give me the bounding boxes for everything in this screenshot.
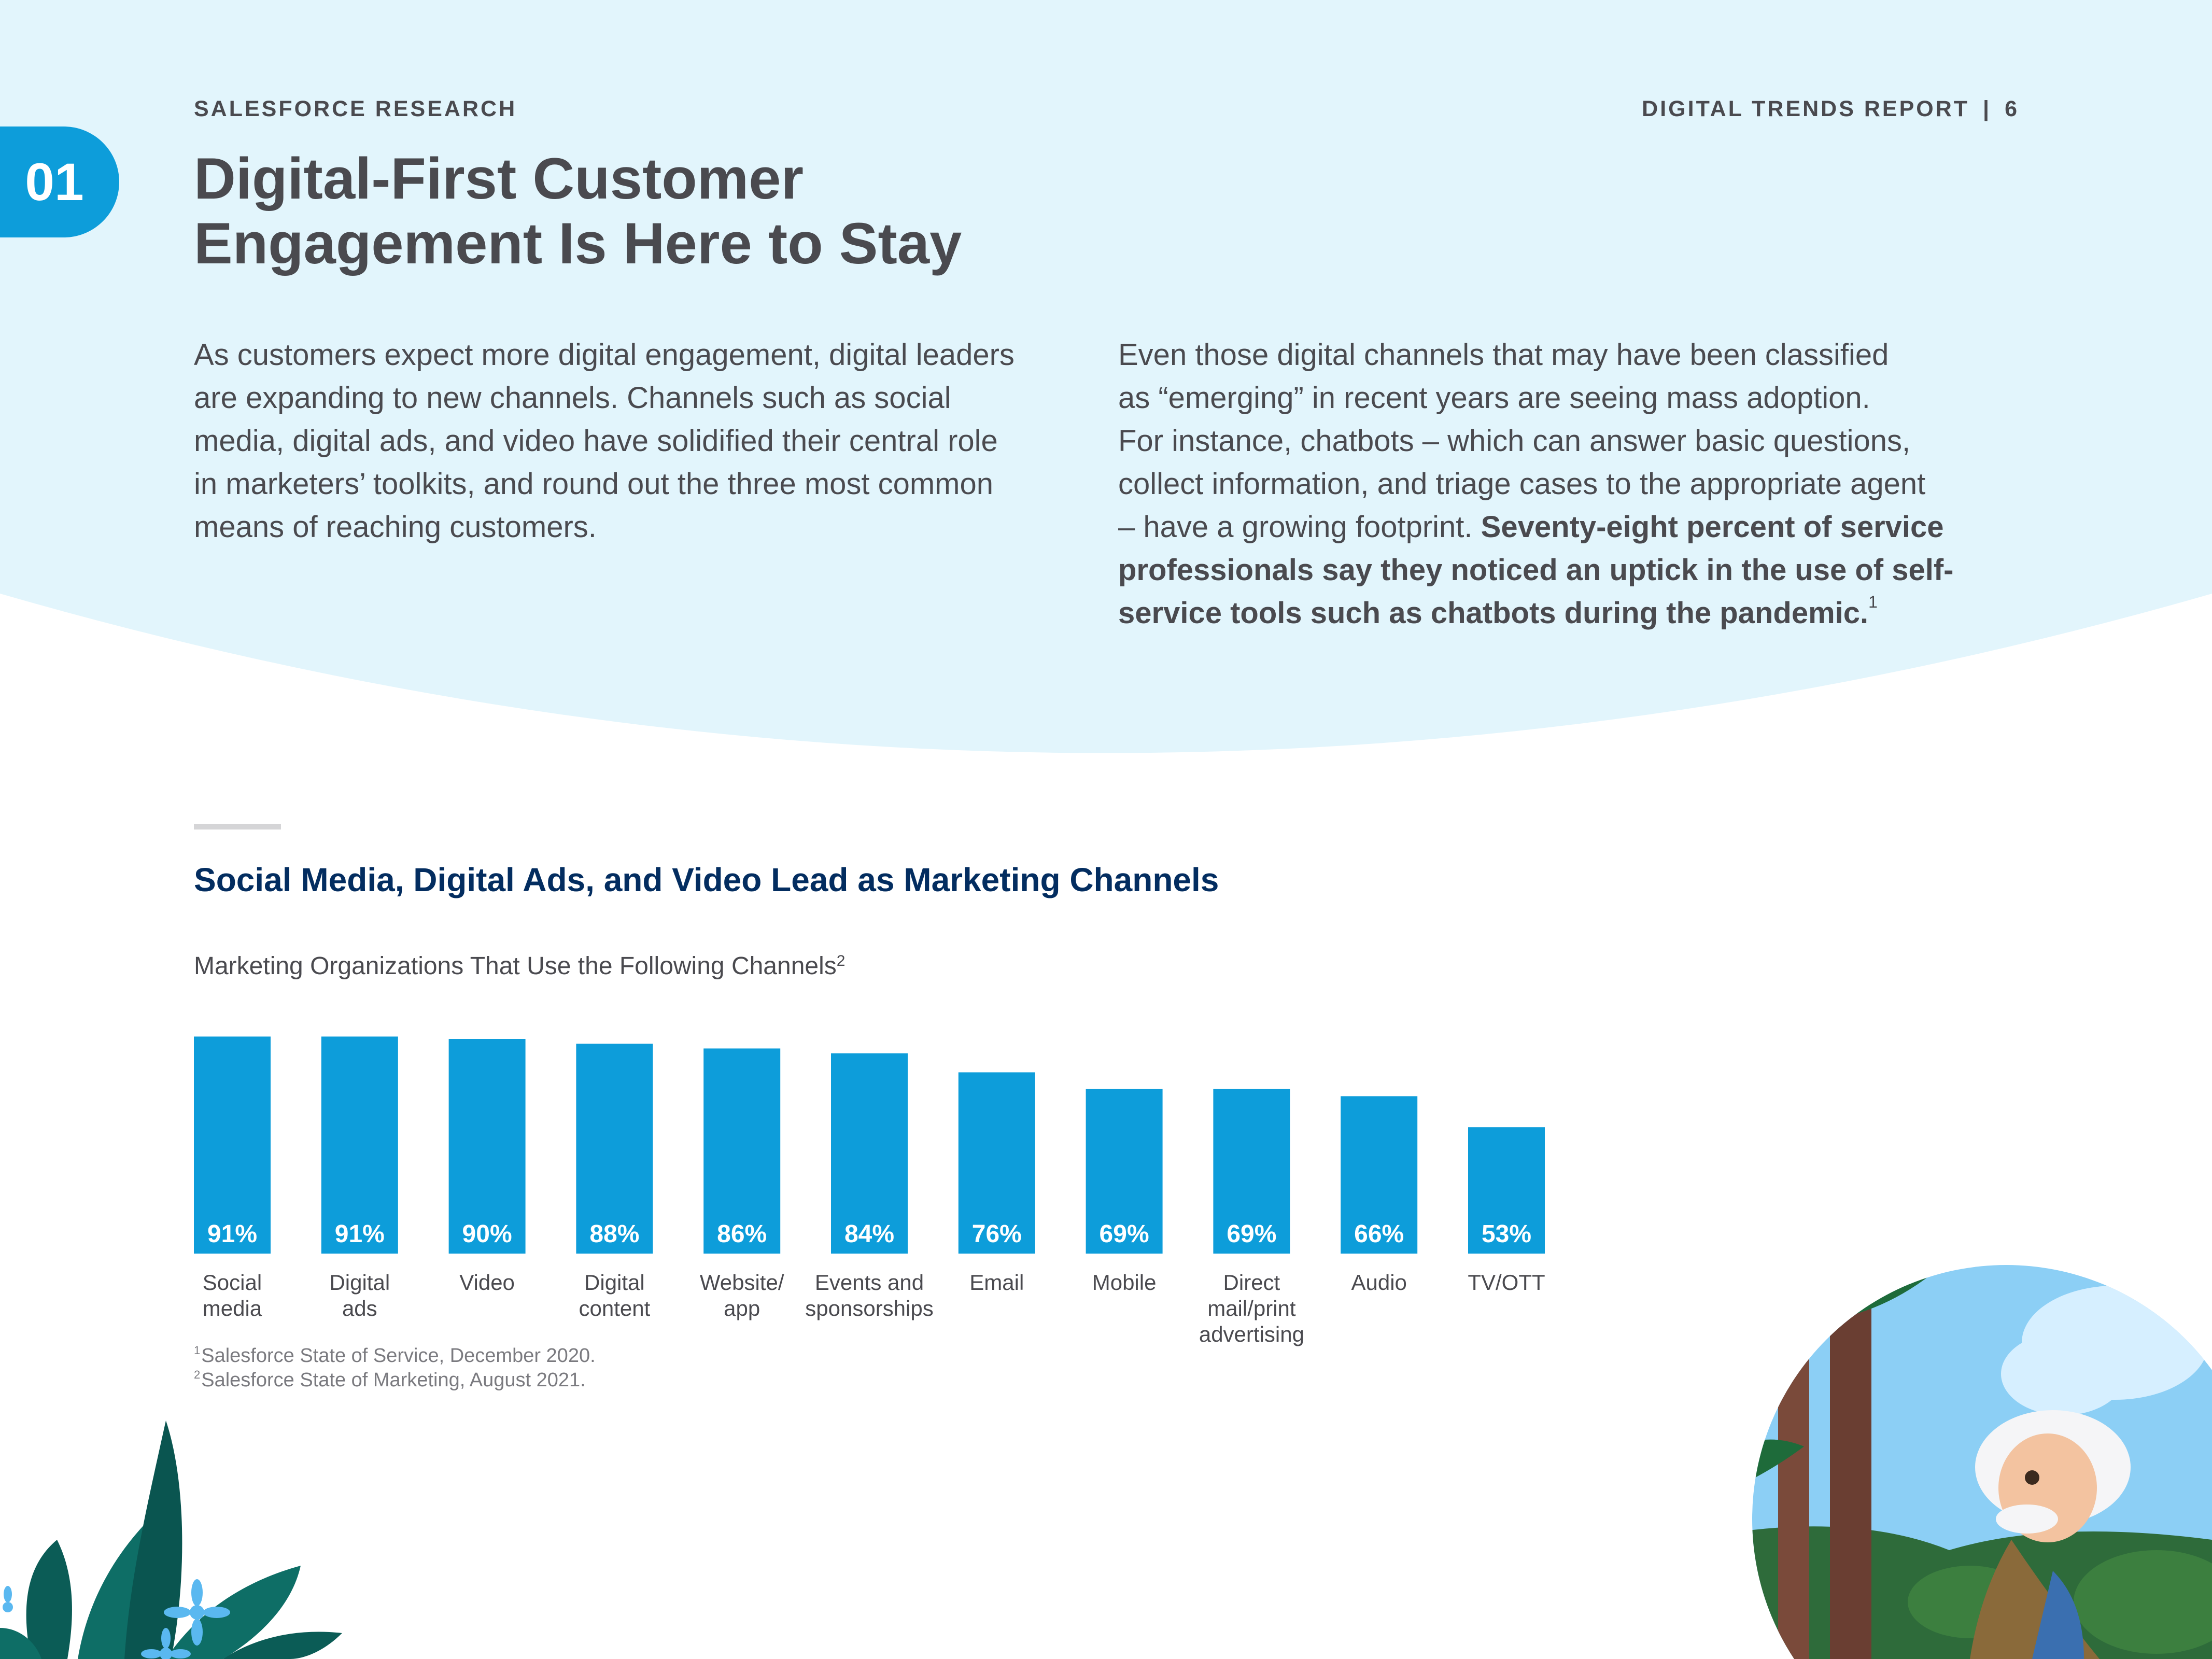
category-label: sponsorships — [805, 1296, 933, 1320]
footnote-number: 2 — [194, 1368, 201, 1381]
chart-bar — [1213, 1089, 1290, 1254]
bar-value-label: 69% — [1100, 1220, 1149, 1248]
einstein-mascot-illustration — [1752, 1265, 2212, 1659]
chart-title: Social Media, Digital Ads, and Video Lea… — [194, 861, 1219, 898]
category-label: Social — [203, 1270, 262, 1295]
footnote: 1Salesforce State of Service, December 2… — [194, 1344, 596, 1368]
footnote-number: 1 — [194, 1344, 201, 1357]
body-left-line: means of reaching customers. — [194, 510, 597, 544]
category-label: ads — [342, 1296, 377, 1320]
category-label: Mobile — [1092, 1270, 1157, 1295]
page-number: 6 — [2005, 96, 2019, 121]
body-paragraph-right: Even those digital channels that may hav… — [1118, 333, 2020, 635]
category-label: media — [203, 1296, 262, 1320]
category-label: mail/print — [1207, 1296, 1296, 1320]
body-left-line: in marketers’ toolkits, and round out th… — [194, 467, 994, 501]
footnote-text: Salesforce State of Service, December 20… — [201, 1345, 596, 1367]
chart-bar — [831, 1053, 908, 1254]
publisher-label: SALESFORCE RESEARCH — [194, 96, 517, 121]
category-label: Digital — [329, 1270, 390, 1295]
body-right-line: professionals say they noticed an uptick… — [1118, 549, 2020, 592]
bar-value-label: 90% — [462, 1220, 512, 1248]
body-paragraph-left: As customers expect more digital engagem… — [194, 333, 1075, 549]
page-title: Digital-First Customer Engagement Is Her… — [194, 146, 1179, 276]
header-separator: | — [1983, 96, 1992, 121]
chart-bar — [448, 1039, 526, 1254]
page-title-line-2: Engagement Is Here to Stay — [194, 211, 962, 276]
bar-value-label: 86% — [717, 1220, 767, 1248]
category-label: Video — [459, 1270, 515, 1295]
footnotes: 1Salesforce State of Service, December 2… — [194, 1344, 596, 1393]
tropical-plant-illustration — [0, 1421, 342, 1659]
chart-subtitle: Marketing Organizations That Use the Fol… — [194, 952, 845, 980]
section-divider — [194, 824, 281, 830]
category-label: Website/ — [700, 1270, 784, 1295]
chart-bar — [1086, 1089, 1163, 1254]
header-background-curve — [0, 0, 2212, 753]
bar-value-label: 69% — [1227, 1220, 1276, 1248]
footnote-text: Salesforce State of Marketing, August 20… — [201, 1369, 586, 1391]
body-left-line: As customers expect more digital engagem… — [194, 338, 1015, 372]
chart-bar — [194, 1036, 271, 1254]
category-label: content — [579, 1296, 651, 1320]
chart-bar — [958, 1072, 1035, 1254]
category-label: Direct — [1223, 1270, 1280, 1295]
category-label: app — [724, 1296, 760, 1320]
category-label: Audio — [1351, 1270, 1406, 1295]
page-title-line-1: Digital-First Customer — [194, 146, 804, 211]
bar-value-label: 84% — [844, 1220, 894, 1248]
highlight-statistic: service tools such as chatbots during th… — [1118, 596, 1869, 630]
body-right-text: – have a growing footprint. — [1118, 510, 1481, 544]
bar-value-label: 53% — [1482, 1220, 1531, 1248]
body-right-line: – have a growing footprint. Seventy-eigh… — [1118, 505, 2020, 549]
category-label: Events and — [815, 1270, 924, 1295]
category-label: advertising — [1199, 1322, 1304, 1346]
body-right-line: Even those digital channels that may hav… — [1118, 338, 1889, 372]
report-title: DIGITAL TRENDS REPORT — [1642, 96, 1970, 121]
bar-value-label: 66% — [1354, 1220, 1404, 1248]
report-header: DIGITAL TRENDS REPORT | 6 — [1642, 96, 2019, 122]
chart-bar — [703, 1048, 781, 1254]
category-label: Digital — [584, 1270, 645, 1295]
bar-value-label: 91% — [335, 1220, 385, 1248]
bar-value-label: 76% — [972, 1220, 1022, 1248]
highlight-statistic: Seventy-eight percent of service — [1481, 510, 1944, 544]
bar-value-label: 91% — [207, 1220, 257, 1248]
body-right-line: service tools such as chatbots during th… — [1118, 592, 2020, 635]
body-left-line: are expanding to new channels. Channels … — [194, 381, 951, 415]
body-right-line: For instance, chatbots – which can answe… — [1118, 424, 1911, 458]
footnote-reference: 1 — [1868, 593, 1878, 611]
body-right-line: collect information, and triage cases to… — [1118, 467, 1926, 501]
highlight-statistic: professionals say they noticed an uptick… — [1118, 553, 1954, 587]
chart-bar — [1341, 1096, 1418, 1254]
chart-bar — [576, 1044, 653, 1254]
chart-bar — [1468, 1127, 1545, 1254]
body-left-line: media, digital ads, and video have solid… — [194, 424, 998, 458]
footnote: 2Salesforce State of Marketing, August 2… — [194, 1368, 596, 1393]
bar-value-label: 88% — [589, 1220, 639, 1248]
category-label: TV/OTT — [1468, 1270, 1545, 1295]
section-number-badge: 01 — [0, 126, 119, 237]
body-right-line: as “emerging” in recent years are seeing… — [1118, 381, 1870, 415]
chart-subtitle-text: Marketing Organizations That Use the Fol… — [194, 952, 837, 980]
chart-bar — [321, 1036, 398, 1254]
footnote-reference: 2 — [836, 952, 846, 969]
category-label: Email — [969, 1270, 1024, 1295]
